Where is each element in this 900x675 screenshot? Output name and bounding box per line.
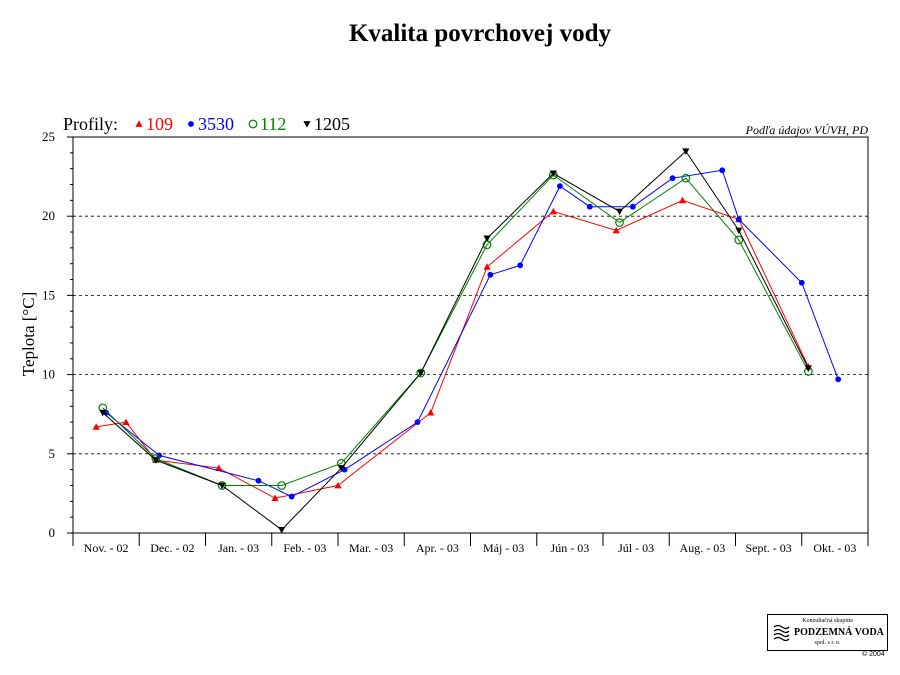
x-tick-label: Aug. - 03	[680, 541, 726, 555]
y-tick-label: 10	[42, 367, 55, 382]
legend-label: 3530	[198, 114, 234, 134]
copyright: © 2004	[862, 651, 885, 658]
data-point	[337, 465, 345, 472]
series-109	[92, 196, 812, 502]
series-3530	[103, 167, 842, 500]
x-tick-label: Jún - 03	[551, 541, 590, 555]
data-point	[334, 481, 342, 489]
series-line	[105, 169, 839, 498]
x-tick-label: Jan. - 03	[218, 541, 259, 555]
data-point	[135, 120, 143, 127]
data-point	[248, 119, 258, 129]
data-point	[218, 482, 226, 490]
legend-label: 109	[146, 114, 173, 134]
data-point	[804, 365, 812, 372]
data-point	[669, 175, 676, 182]
data-point	[271, 494, 279, 502]
x-tick-label: Okt. - 03	[813, 541, 856, 555]
data-point	[549, 170, 557, 178]
data-point	[629, 203, 636, 210]
data-point	[557, 183, 563, 190]
data-point	[719, 167, 726, 174]
data-point	[427, 409, 435, 416]
x-tick-label: Nov. - 02	[84, 541, 129, 555]
data-point	[735, 216, 742, 223]
data-point	[156, 452, 163, 459]
y-tick-label: 15	[42, 287, 55, 302]
series-line	[102, 174, 809, 486]
data-point	[277, 481, 287, 490]
chart-title: Kvalita povrchovej vody	[348, 20, 612, 47]
data-point	[682, 148, 690, 155]
data-point	[487, 271, 494, 278]
x-tick-label: Apr. - 03	[416, 541, 459, 555]
wave-logo-icon	[773, 624, 790, 641]
data-point	[734, 235, 744, 245]
grid-layer	[73, 215, 868, 455]
data-point	[92, 423, 100, 430]
data-point	[303, 121, 311, 128]
series-112	[98, 170, 813, 490]
logo-line-2: PODZEMNÁ VODA	[794, 627, 884, 638]
y-tick-label: 25	[42, 129, 55, 144]
logo-line-1: Konzultačná skupina	[802, 618, 853, 624]
x-tick-label: Mar. - 03	[349, 541, 393, 555]
source-note: Podľa údajov VÚVH, PD	[745, 123, 869, 137]
data-point	[483, 235, 491, 242]
data-point	[99, 409, 107, 417]
legend-layer: Profily: 109 3530 112 1205	[63, 114, 350, 134]
data-point	[188, 121, 194, 127]
data-point	[278, 526, 286, 534]
data-point	[678, 196, 687, 204]
y-tick-label: 5	[49, 446, 56, 461]
y-tick-label: 0	[49, 525, 56, 540]
data-point	[835, 376, 842, 383]
series-1205	[99, 148, 812, 534]
data-point	[255, 477, 262, 484]
legend-label: 1205	[314, 114, 350, 134]
x-tick-label: Dec. - 02	[150, 541, 194, 555]
data-point	[152, 457, 160, 464]
data-point	[615, 208, 624, 216]
data-point	[122, 418, 130, 425]
data-point	[735, 227, 743, 235]
axes-layer: 0 5 10 15 20 25 Nov. - 02 Dec. - 02 Jan. - 03 Feb…	[42, 129, 869, 555]
data-point	[615, 218, 624, 227]
series-line	[102, 150, 809, 531]
data-point	[681, 173, 691, 183]
x-tick-label: Sept. - 03	[745, 541, 791, 555]
x-tick-label: Máj - 03	[483, 541, 524, 555]
data-point	[215, 464, 223, 471]
data-point	[288, 493, 295, 500]
series-layer	[92, 148, 842, 534]
legend-prefix: Profily:	[63, 114, 118, 134]
data-point	[483, 263, 491, 270]
data-point	[217, 481, 227, 490]
data-point	[798, 279, 805, 286]
data-point	[612, 226, 620, 234]
x-tick-label: Júl - 03	[618, 541, 654, 555]
data-point	[416, 368, 426, 378]
data-point	[586, 203, 593, 210]
x-tick-label: Feb. - 03	[283, 541, 326, 555]
company-logo: Konzultačná skupina PODZEMNÁ VODA spol. …	[767, 614, 888, 651]
data-point	[517, 262, 524, 269]
data-point	[549, 207, 557, 215]
data-point	[417, 370, 425, 377]
legend-label: 112	[260, 114, 286, 134]
y-axis-label: Teplota [°C]	[19, 292, 38, 376]
y-tick-label: 20	[42, 208, 55, 223]
logo-line-3: spol. s r. o.	[814, 640, 841, 646]
data-point	[414, 419, 421, 426]
